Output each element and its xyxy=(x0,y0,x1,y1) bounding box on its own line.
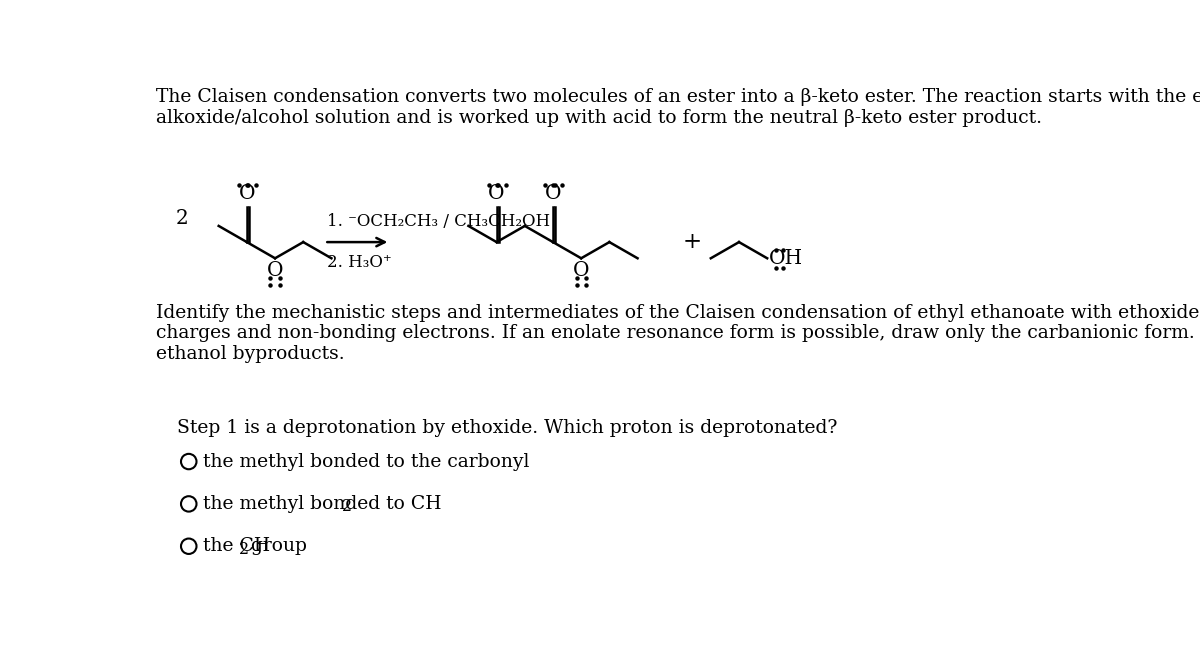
Text: 2. H₃O⁺: 2. H₃O⁺ xyxy=(326,255,391,271)
Text: 1. ⁻OCH₂CH₃ / CH₃CH₂OH: 1. ⁻OCH₂CH₃ / CH₃CH₂OH xyxy=(326,213,550,230)
Text: O: O xyxy=(572,261,589,280)
Text: the methyl bonded to the carbonyl: the methyl bonded to the carbonyl xyxy=(203,452,529,470)
Text: Identify the mechanistic steps and intermediates of the Claisen condensation of : Identify the mechanistic steps and inter… xyxy=(156,304,1200,363)
Text: O: O xyxy=(545,184,562,204)
Text: 2: 2 xyxy=(176,210,188,228)
Text: O: O xyxy=(488,184,505,204)
Text: Step 1 is a deprotonation by ethoxide. Which proton is deprotonated?: Step 1 is a deprotonation by ethoxide. W… xyxy=(178,419,838,438)
Text: the methyl bonded to CH: the methyl bonded to CH xyxy=(203,495,442,513)
Text: The Claisen condensation converts two molecules of an ester into a β-keto ester.: The Claisen condensation converts two mo… xyxy=(156,88,1200,127)
Text: +: + xyxy=(683,231,702,253)
Text: the CH: the CH xyxy=(203,537,270,555)
Text: OH: OH xyxy=(769,249,803,268)
Text: O: O xyxy=(266,261,283,280)
Text: 2: 2 xyxy=(239,541,250,558)
Text: 2: 2 xyxy=(342,498,352,515)
Text: group: group xyxy=(245,537,307,555)
Text: O: O xyxy=(239,184,256,204)
